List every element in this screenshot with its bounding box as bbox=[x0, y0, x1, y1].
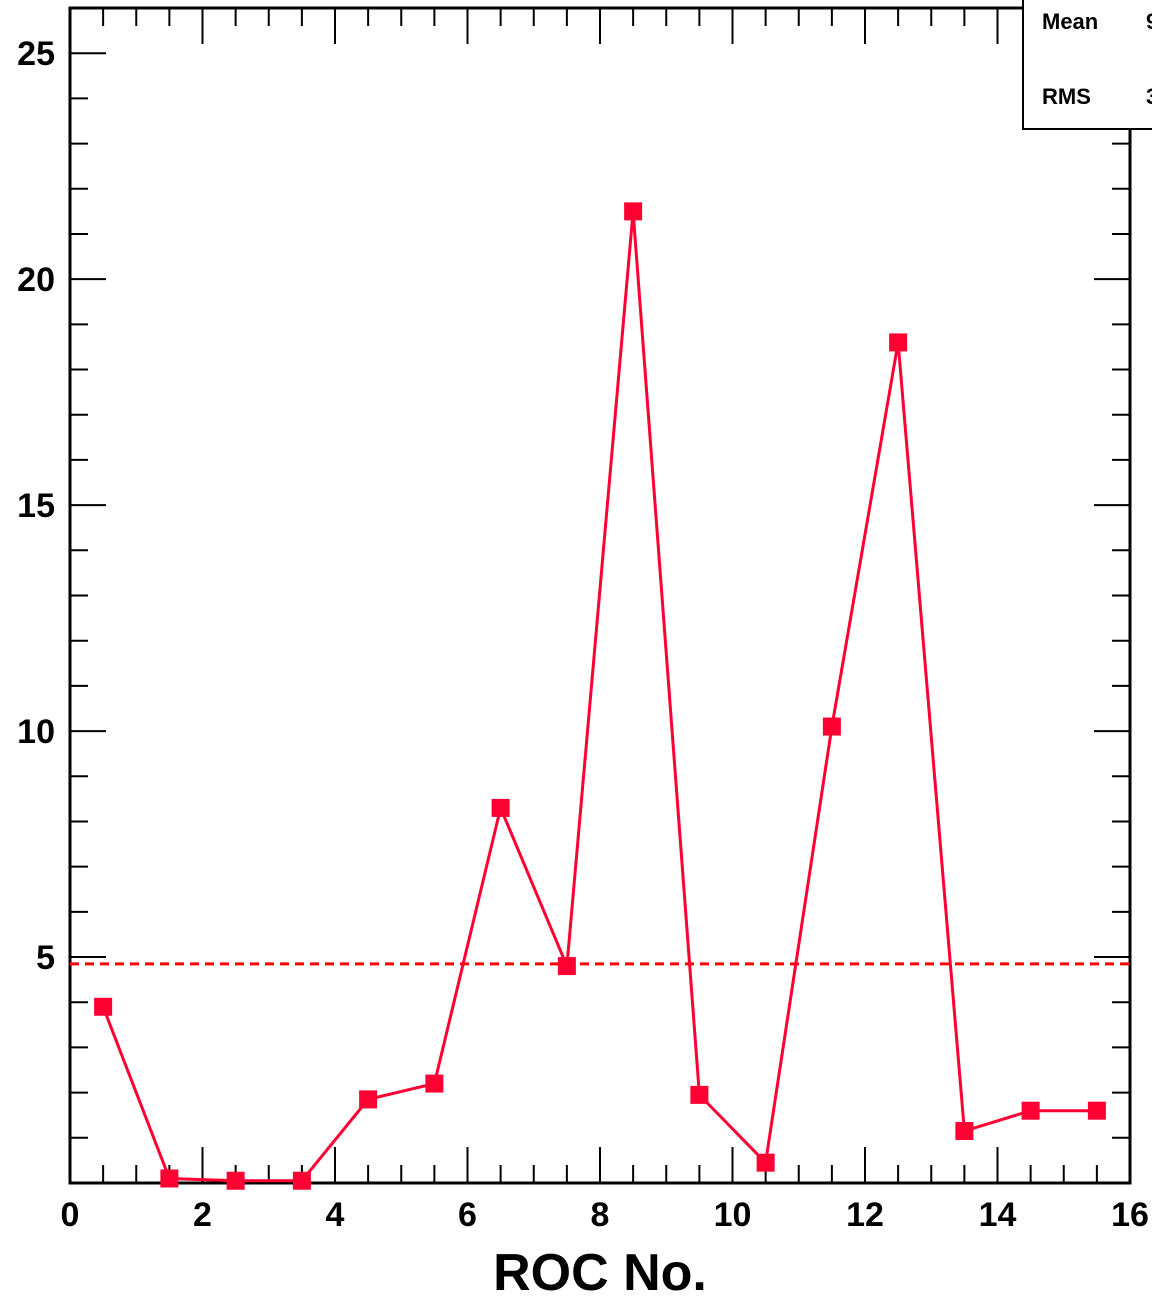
data-point bbox=[955, 1122, 974, 1141]
x-axis-title: ROC No. bbox=[493, 1244, 707, 1301]
stats-box: Mean 9 RMS 3 bbox=[1022, 0, 1152, 130]
data-point bbox=[822, 717, 841, 736]
data-point bbox=[1021, 1101, 1040, 1120]
x-tick-label: 4 bbox=[326, 1196, 345, 1234]
data-point bbox=[756, 1153, 775, 1172]
x-tick-label: 2 bbox=[193, 1196, 212, 1234]
x-tick-label: 14 bbox=[979, 1196, 1017, 1234]
data-point bbox=[491, 798, 510, 817]
x-tick-label: 8 bbox=[591, 1196, 610, 1234]
stat-mean-value: 9 bbox=[1146, 9, 1152, 35]
x-tick-label: 6 bbox=[458, 1196, 477, 1234]
data-point bbox=[624, 202, 643, 221]
data-point bbox=[889, 333, 908, 352]
x-tick-label: 12 bbox=[846, 1196, 884, 1234]
data-point bbox=[226, 1171, 245, 1190]
x-tick-label: 0 bbox=[61, 1196, 80, 1234]
data-point bbox=[359, 1090, 378, 1109]
stat-mean-row: Mean 9 bbox=[1042, 9, 1152, 35]
x-tick-label: 16 bbox=[1111, 1196, 1149, 1234]
stat-rms-value: 3 bbox=[1146, 84, 1152, 110]
data-point bbox=[690, 1085, 709, 1104]
series-line bbox=[101, 211, 1097, 1183]
series-group bbox=[94, 202, 1106, 1190]
data-point bbox=[94, 997, 113, 1016]
stat-mean-label: Mean bbox=[1042, 9, 1099, 34]
stat-rms-row: RMS 3 bbox=[1042, 84, 1152, 110]
stat-rms-label: RMS bbox=[1042, 84, 1091, 109]
data-point bbox=[557, 957, 576, 976]
y-tick-label: 10 bbox=[17, 713, 55, 751]
data-point bbox=[292, 1171, 311, 1190]
y-tick-label: 5 bbox=[36, 939, 55, 977]
data-point bbox=[1087, 1101, 1106, 1120]
data-point bbox=[425, 1074, 444, 1093]
tick-labels: 0 2 4 6 8 10 12 14 16 5 10 15 20 25 bbox=[17, 35, 1149, 1234]
y-tick-label: 15 bbox=[17, 487, 55, 525]
x-tick-label: 10 bbox=[714, 1196, 752, 1234]
y-tick-label: 20 bbox=[17, 261, 55, 299]
y-tick-label: 25 bbox=[17, 35, 55, 73]
data-point bbox=[160, 1169, 179, 1188]
